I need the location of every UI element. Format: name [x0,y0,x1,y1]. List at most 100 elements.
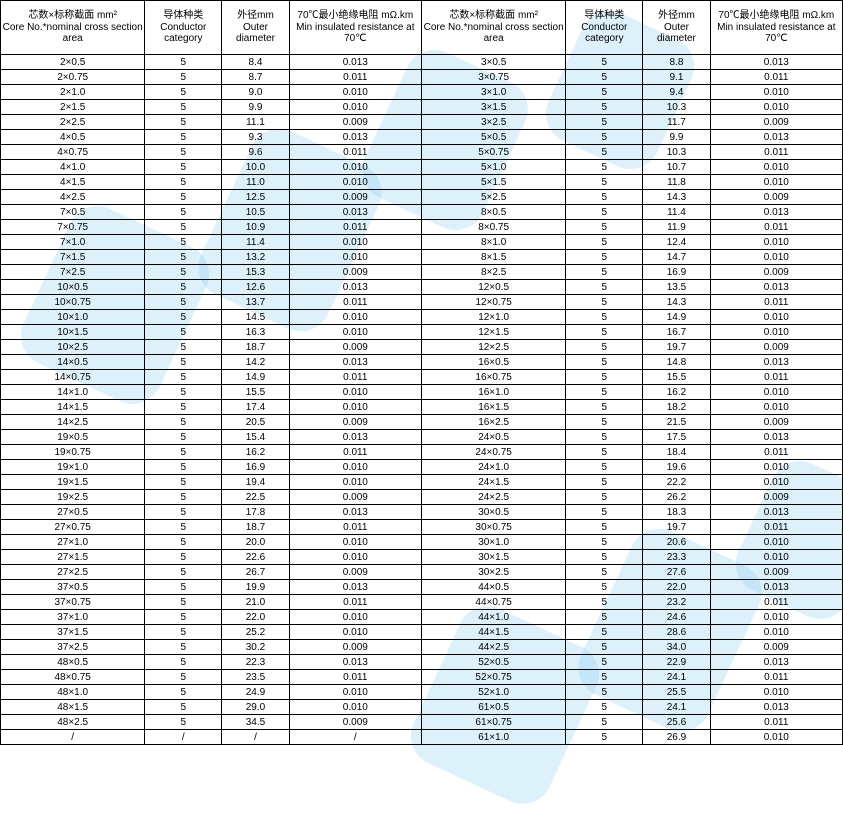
cell-core-right: 8×0.75 [421,220,565,235]
cell-res-right: 0.011 [710,70,842,85]
cell-res-left: 0.013 [289,205,421,220]
cell-od-right: 9.1 [643,70,710,85]
cell-cond-left: 5 [145,190,222,205]
cell-cond-right: 5 [566,355,643,370]
header-conductor-en2: Conductor category [566,22,642,45]
cell-res-left: 0.011 [289,670,421,685]
cell-res-left: 0.010 [289,685,421,700]
cell-core-left: 4×0.5 [1,130,145,145]
cell-core-left: 2×1.0 [1,85,145,100]
cell-core-right: 24×2.5 [421,490,565,505]
cell-res-left: 0.011 [289,370,421,385]
cell-od-right: 14.3 [643,295,710,310]
table-row: 27×0.5517.80.01330×0.5518.30.013 [1,505,843,520]
cell-cond-left: 5 [145,265,222,280]
cell-od-left: 22.0 [222,610,289,625]
table-row: 14×1.0515.50.01016×1.0516.20.010 [1,385,843,400]
table-row: 4×0.7559.60.0115×0.75510.30.011 [1,145,843,160]
cell-res-right: 0.013 [710,355,842,370]
cell-cond-left: 5 [145,415,222,430]
cell-core-right: 16×0.5 [421,355,565,370]
cell-cond-left: 5 [145,250,222,265]
cell-od-right: 14.7 [643,250,710,265]
cell-od-right: 16.9 [643,265,710,280]
header-od-right: 外径mm Outer diameter [643,1,710,55]
cell-od-right: 14.9 [643,310,710,325]
cell-res-right: 0.010 [710,325,842,340]
cell-core-left: 2×2.5 [1,115,145,130]
cell-res-right: 0.010 [710,475,842,490]
cell-cond-left: 5 [145,385,222,400]
cell-cond-left: 5 [145,55,222,70]
cell-core-right: 5×0.75 [421,145,565,160]
cell-core-right: 52×1.0 [421,685,565,700]
cell-res-right: 0.011 [710,295,842,310]
cell-core-right: 61×0.5 [421,700,565,715]
cell-res-right: 0.009 [710,115,842,130]
cell-od-left: 22.3 [222,655,289,670]
cell-res-right: 0.010 [710,250,842,265]
table-row: 48×0.5522.30.01352×0.5522.90.013 [1,655,843,670]
cell-res-right: 0.010 [710,625,842,640]
cell-od-right: 20.6 [643,535,710,550]
table-row: 19×2.5522.50.00924×2.5526.20.009 [1,490,843,505]
header-core-zh: 芯数×标称截面 mm² [1,10,144,22]
cell-od-right: 12.4 [643,235,710,250]
cell-res-left: 0.011 [289,145,421,160]
cell-core-right: 3×0.75 [421,70,565,85]
cell-res-left: 0.009 [289,340,421,355]
header-res-zh2: 70℃最小绝缘电阻 mΩ.km [711,10,842,22]
cell-od-left: 29.0 [222,700,289,715]
cell-od-left: 25.2 [222,625,289,640]
cell-cond-right: 5 [566,685,643,700]
cell-cond-right: 5 [566,130,643,145]
cell-cond-left: 5 [145,685,222,700]
table-row: 10×0.75513.70.01112×0.75514.30.011 [1,295,843,310]
cell-core-left: 19×0.5 [1,430,145,445]
cell-od-left: 16.2 [222,445,289,460]
cell-cond-left: 5 [145,700,222,715]
cell-cond-left: 5 [145,370,222,385]
cell-core-right: 52×0.75 [421,670,565,685]
table-row: 37×0.75521.00.01144×0.75523.20.011 [1,595,843,610]
cell-res-left: 0.013 [289,505,421,520]
cell-cond-left: 5 [145,220,222,235]
table-row: ////61×1.0526.90.010 [1,730,843,745]
cell-cond-right: 5 [566,550,643,565]
cell-od-right: 28.6 [643,625,710,640]
cell-cond-right: 5 [566,715,643,730]
cell-core-left: 4×1.0 [1,160,145,175]
cell-cond-left: / [145,730,222,745]
cell-core-right: 12×1.0 [421,310,565,325]
cell-cond-right: 5 [566,460,643,475]
cell-res-left: 0.013 [289,655,421,670]
table-row: 10×1.0514.50.01012×1.0514.90.010 [1,310,843,325]
cell-res-left: 0.013 [289,580,421,595]
cell-od-right: 22.9 [643,655,710,670]
cell-od-right: 24.1 [643,700,710,715]
cell-res-right: 0.011 [710,520,842,535]
cell-od-left: 13.7 [222,295,289,310]
header-od-zh: 外径mm [222,10,288,22]
cell-res-left: 0.009 [289,265,421,280]
table-row: 37×1.0522.00.01044×1.0524.60.010 [1,610,843,625]
table-row: 37×1.5525.20.01044×1.5528.60.010 [1,625,843,640]
cell-od-right: 17.5 [643,430,710,445]
cell-cond-left: 5 [145,565,222,580]
table-row: 7×1.5513.20.0108×1.5514.70.010 [1,250,843,265]
cell-od-right: 26.2 [643,490,710,505]
cell-cond-right: 5 [566,535,643,550]
cell-cond-left: 5 [145,340,222,355]
cell-cond-left: 5 [145,595,222,610]
cell-cond-right: 5 [566,475,643,490]
cell-od-right: 26.9 [643,730,710,745]
cell-core-right: 8×0.5 [421,205,565,220]
header-od-en: Outer diameter [222,22,288,45]
cell-core-left: 48×0.75 [1,670,145,685]
cell-od-right: 22.0 [643,580,710,595]
table-row: 2×2.5511.10.0093×2.5511.70.009 [1,115,843,130]
cell-od-left: 18.7 [222,520,289,535]
cell-cond-left: 5 [145,145,222,160]
cell-core-left: 10×0.75 [1,295,145,310]
cell-res-left: 0.010 [289,385,421,400]
